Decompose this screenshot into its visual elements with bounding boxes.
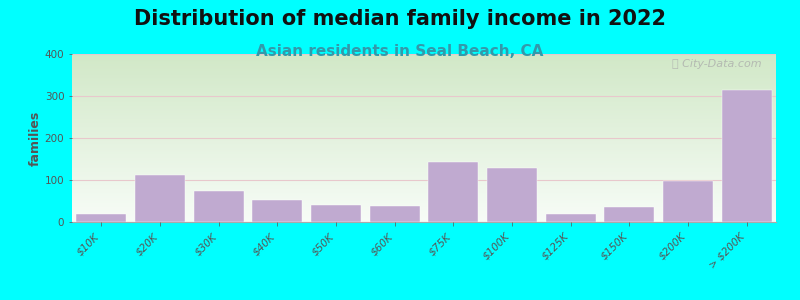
Bar (429, 162, 478, 222)
Bar (194, 190, 243, 222)
Y-axis label: families: families (29, 110, 42, 166)
Bar (663, 181, 713, 222)
Bar (77, 214, 126, 222)
Bar (253, 200, 302, 222)
Text: Ⓣ City-Data.com: Ⓣ City-Data.com (672, 59, 762, 69)
Bar (487, 168, 537, 222)
Bar (370, 206, 419, 222)
Bar (311, 205, 361, 222)
Bar (605, 207, 654, 222)
Text: Asian residents in Seal Beach, CA: Asian residents in Seal Beach, CA (256, 44, 544, 59)
Bar (722, 90, 771, 222)
Bar (546, 214, 595, 222)
Text: Distribution of median family income in 2022: Distribution of median family income in … (134, 9, 666, 29)
Bar (135, 175, 185, 222)
